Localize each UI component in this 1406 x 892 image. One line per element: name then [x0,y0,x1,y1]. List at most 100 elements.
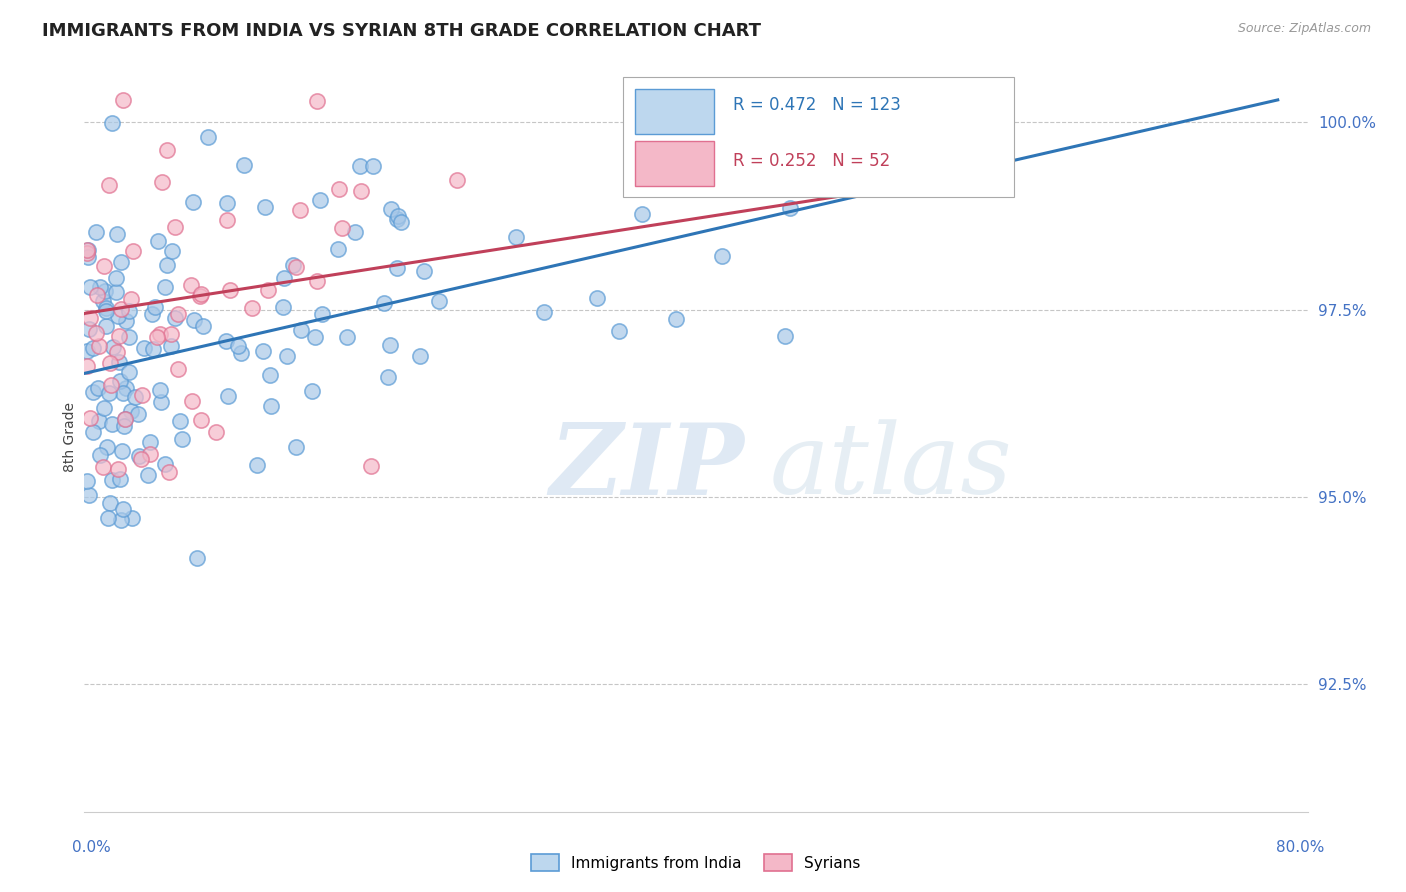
Point [112,386,135,401]
Point [87,414,110,428]
Point [163,219,186,234]
Point [391,214,413,228]
Point [107,462,129,476]
Legend: Immigrants from India, Syrians: Immigrants from India, Syrians [523,847,869,879]
Point [180,394,202,409]
Point [156,258,179,272]
Text: atlas: atlas [769,419,1012,515]
Point [163,311,186,326]
Point [412,264,434,278]
Point [218,283,240,297]
Point [155,144,177,158]
Point [609,325,631,339]
Point [117,304,139,318]
Point [96,301,118,315]
Text: 0.0%: 0.0% [72,840,111,855]
Point [98,356,121,370]
Point [190,286,212,301]
Point [427,294,450,309]
Point [79,411,101,425]
Point [205,425,228,439]
Point [288,202,311,217]
Point [259,368,281,382]
Point [630,207,652,221]
Point [110,255,132,269]
Point [110,513,132,527]
Point [170,432,193,446]
Point [142,342,165,356]
Point [505,230,527,244]
Point [855,137,877,152]
Point [107,309,129,323]
Point [350,185,373,199]
Point [79,311,101,326]
Point [349,159,371,173]
Point [242,301,264,315]
Point [98,496,121,510]
Point [271,300,294,314]
Point [733,112,755,126]
Point [160,244,183,259]
Point [76,359,98,374]
Point [118,365,141,379]
Point [308,193,330,207]
Point [301,384,323,399]
Point [380,202,402,216]
Point [96,440,118,454]
Point [122,244,145,258]
Point [77,322,100,336]
Point [76,474,98,488]
Point [139,447,162,461]
Point [101,473,124,487]
Point [105,271,128,285]
Point [217,389,239,403]
Point [284,260,307,274]
Point [145,300,167,314]
Point [387,209,409,223]
Point [141,307,163,321]
Point [131,388,153,402]
Point [256,283,278,297]
Point [344,225,367,239]
Point [100,116,122,130]
Point [86,288,108,302]
Point [311,307,333,321]
Point [533,305,555,319]
Point [120,293,142,307]
Point [120,403,142,417]
Point [190,289,212,303]
Point [231,346,253,360]
Point [82,341,104,355]
Point [76,245,98,260]
Point [149,383,172,397]
Point [304,330,326,344]
Point [114,412,136,426]
Point [305,274,328,288]
Point [228,339,250,353]
Point [84,225,107,239]
Point [79,279,101,293]
Point [107,355,129,369]
Point [336,330,359,344]
Point [361,159,384,173]
Point [276,349,298,363]
Point [76,250,98,264]
Point [215,334,238,348]
FancyBboxPatch shape [623,78,1014,197]
Point [326,243,349,257]
Point [252,344,274,359]
Point [446,173,468,187]
Point [290,323,312,337]
Point [77,488,100,502]
Point [110,472,132,486]
Point [110,301,132,316]
Point [385,211,408,226]
Point [96,319,118,334]
Point [181,194,204,209]
Point [246,458,269,473]
Point [146,234,169,248]
Point [179,278,201,293]
Point [273,270,295,285]
Point [190,413,212,427]
Point [586,291,609,305]
